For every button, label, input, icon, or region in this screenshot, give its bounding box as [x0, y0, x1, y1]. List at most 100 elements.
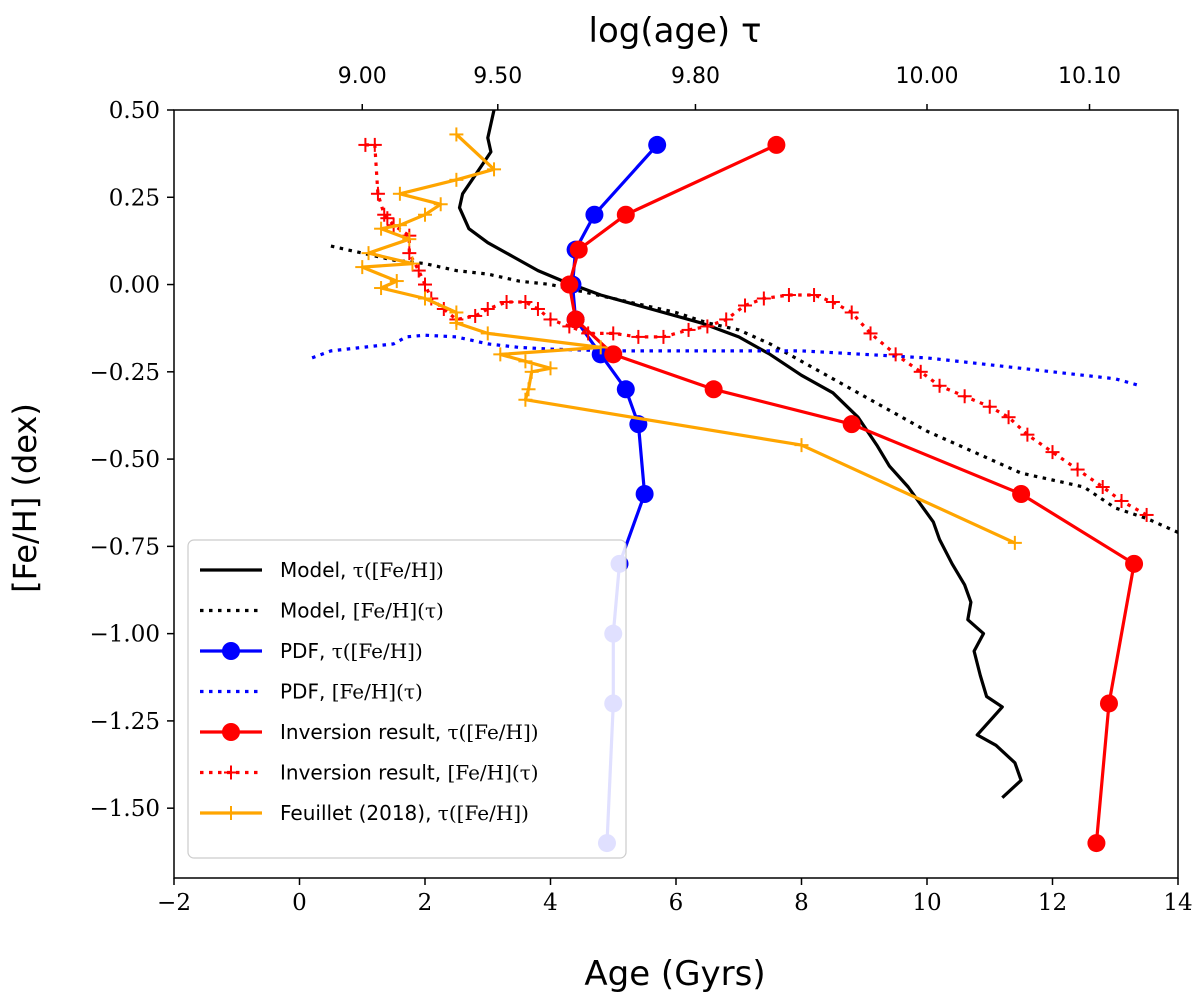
data-point: [756, 291, 771, 306]
y-tick-label: 0.25: [109, 185, 160, 211]
data-point: [487, 162, 502, 177]
data-point: [367, 137, 382, 152]
data-point: [480, 301, 495, 316]
data-point: [616, 205, 635, 224]
data-point: [1012, 485, 1031, 503]
data-point: [355, 260, 370, 275]
data-point: [616, 380, 635, 399]
x-axis-ticks: −2 0 2 4 6 8 10 12 14: [157, 878, 1193, 916]
legend-marker: [224, 765, 238, 780]
data-point: [569, 240, 588, 259]
legend-label: Model, [Fe/H](τ): [280, 599, 444, 623]
data-point: [1007, 535, 1022, 550]
series-model-fe-h: [457, 110, 1023, 799]
data-point: [781, 288, 796, 303]
legend: Model, τ([Fe/H]) Model, [Fe/H](τ) PDF, τ([…: [187, 539, 627, 859]
data-point: [361, 246, 376, 261]
data-point: [1139, 507, 1154, 522]
data-point: [825, 295, 840, 309]
legend-label: PDF, [Fe/H](τ): [280, 680, 423, 704]
data-point: [932, 378, 947, 393]
top-tick-label: 9.00: [338, 64, 387, 89]
data-point: [888, 347, 903, 362]
data-point: [1087, 834, 1106, 853]
data-point: [524, 364, 539, 379]
top-tick-label: 9.80: [671, 64, 720, 89]
legend-label: Model, τ([Fe/H]): [280, 558, 444, 582]
data-point: [844, 305, 859, 320]
data-point: [518, 354, 533, 369]
data-point: [374, 281, 389, 296]
data-point: [418, 277, 432, 292]
x-tick-label: −2: [157, 890, 191, 916]
series-line: [365, 143, 1148, 517]
y-tick-label: 0.50: [109, 98, 160, 124]
data-point: [543, 361, 558, 376]
top-tick-label: 10.00: [896, 64, 959, 89]
legend-box: [187, 539, 627, 859]
y-tick-label: −0.75: [90, 534, 160, 560]
data-point: [370, 186, 385, 201]
data-point: [543, 312, 558, 327]
data-point: [1095, 480, 1110, 495]
legend-item-model-fe-h: Model, [Fe/H](τ): [200, 599, 444, 623]
data-point: [738, 298, 753, 313]
data-point: [794, 438, 809, 453]
data-point: [700, 319, 715, 334]
data-point: [389, 274, 404, 289]
data-point: [585, 205, 604, 224]
data-point: [392, 186, 407, 201]
data-point: [480, 326, 495, 341]
data-point: [648, 135, 667, 154]
data-point: [433, 197, 448, 212]
data-point: [560, 275, 579, 294]
data-point: [704, 380, 723, 399]
legend-item-feuillet-2018-fe-h: Feuillet (2018), τ([Fe/H]): [200, 801, 529, 825]
series-line: [567, 143, 1136, 844]
data-point: [521, 382, 536, 397]
data-point: [681, 322, 696, 337]
data-point: [377, 207, 392, 222]
data-point: [1070, 462, 1085, 477]
x-axis-label: Age (Gyrs): [584, 954, 765, 994]
data-point: [468, 308, 483, 323]
data-point: [562, 319, 577, 334]
data-point: [767, 135, 786, 154]
series-inversion-result-fe-h: [560, 135, 1144, 853]
data-point: [518, 295, 533, 309]
series-line: [330, 244, 1178, 534]
y-tick-label: −1.50: [90, 796, 160, 822]
top-tick-label: 9.50: [473, 64, 522, 89]
data-point: [1045, 445, 1060, 460]
data-point: [374, 221, 389, 236]
series-model-fe-h: [330, 244, 1178, 534]
series-line: [360, 133, 1016, 545]
legend-label: Inversion result, τ([Fe/H]): [280, 720, 539, 744]
y-tick-label: −0.50: [90, 447, 160, 473]
legend-marker: [222, 642, 240, 660]
data-point: [449, 315, 464, 330]
top-axis-ticks: 9.00 9.50 9.80 10.00 10.10: [338, 64, 1121, 110]
legend-label: PDF, τ([Fe/H]): [280, 639, 423, 663]
data-point: [604, 345, 623, 364]
x-tick-label: 14: [1163, 890, 1192, 916]
data-point: [982, 399, 997, 414]
data-point: [1020, 427, 1035, 442]
data-point: [1114, 493, 1129, 508]
data-point: [530, 301, 545, 316]
series-pdf-fe-h: [311, 333, 1141, 388]
data-point: [842, 415, 861, 434]
data-point: [418, 207, 432, 222]
legend-item-pdf-fe-h: PDF, τ([Fe/H]): [200, 639, 423, 663]
data-point: [606, 326, 621, 341]
data-point: [635, 485, 654, 503]
data-point: [656, 329, 671, 344]
legend-item-model-fe-h: Model, τ([Fe/H]): [200, 558, 444, 582]
data-point: [499, 295, 514, 309]
data-point: [518, 392, 533, 407]
data-point: [418, 291, 432, 306]
legend-label: Feuillet (2018), τ([Fe/H]): [280, 801, 529, 825]
series-feuillet-2018-fe-h: [355, 127, 1022, 550]
x-tick-label: 0: [292, 890, 307, 916]
data-point: [449, 127, 464, 142]
